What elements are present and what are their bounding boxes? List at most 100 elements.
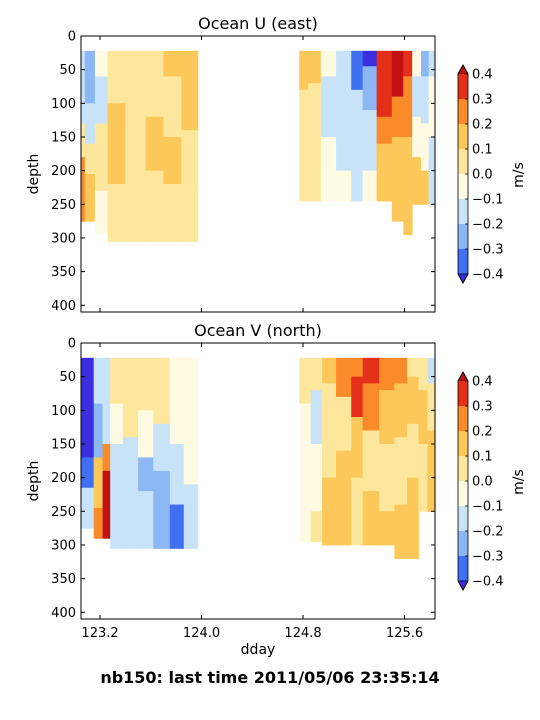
heatmap-cell (391, 136, 404, 185)
y-tick-label: 300 (51, 231, 76, 246)
colorbar-extend-max (457, 371, 469, 382)
heatmap-cell (181, 50, 199, 131)
heatmap-cell (84, 103, 96, 145)
colorbar-tick-label: −0.1 (472, 193, 504, 208)
x-axis-label-dday: dday (241, 642, 276, 658)
heatmap-cell (169, 357, 185, 445)
heatmap-cell (163, 76, 182, 138)
heatmap-cell (169, 443, 185, 506)
heatmap-cell (394, 357, 408, 384)
colorbar-segment (458, 74, 468, 99)
heatmap-cell (122, 390, 139, 438)
heatmap-cell (379, 390, 395, 445)
heatmap-ocean-v (81, 357, 436, 559)
heatmap-cell (418, 443, 428, 512)
heatmap-cell (169, 504, 185, 549)
heatmap-cell (421, 76, 430, 125)
colorbar-segment (458, 556, 468, 581)
heatmap-cell (125, 190, 147, 242)
y-tick-label: 150 (51, 130, 76, 145)
colorbar-tick-label: 0.3 (472, 93, 493, 108)
y-tick-label: 0 (68, 337, 76, 352)
heatmap-cell (308, 136, 322, 202)
heatmap-cell (299, 89, 309, 172)
heatmap-cell (102, 357, 111, 445)
heatmap-cell (428, 50, 436, 77)
heatmap-cell (122, 477, 139, 549)
heatmap-cell (421, 50, 430, 77)
heatmap-cell (163, 184, 182, 242)
heatmap-cell (81, 50, 86, 77)
heatmap-cell (183, 484, 199, 549)
heatmap-cell (322, 357, 337, 384)
y-axis-label-ocean-v: depth (26, 461, 42, 502)
heatmap-cell (394, 504, 408, 559)
heatmap-cell (138, 410, 154, 458)
heatmap-cell (336, 50, 352, 77)
heatmap-cell (362, 50, 378, 67)
colorbar-segment (458, 174, 468, 199)
heatmap-cell (376, 116, 393, 145)
y-tick-label: 50 (59, 63, 76, 78)
heatmap-cell (81, 487, 95, 529)
heatmap-cell (310, 511, 323, 543)
heatmap-cell (351, 376, 364, 418)
heatmap-cell (81, 123, 86, 158)
colorbar-segment (458, 531, 468, 556)
heatmap-cell (320, 76, 337, 138)
y-axis-ocean-v: 0 50 100 150 200 250 300 350 400 (51, 337, 435, 621)
x-tick-label: 123.2 (81, 626, 118, 641)
colorbar-tick-label: −0.3 (472, 550, 504, 565)
y-tick-label: 150 (51, 437, 76, 452)
heatmap-cell (320, 136, 337, 202)
heatmap-cell (362, 66, 378, 111)
heatmap-cell (299, 50, 309, 91)
heatmap-cell (418, 357, 428, 391)
heatmap-cell (421, 170, 430, 205)
colorbar-tick-label: 0.2 (472, 425, 493, 440)
figure-suptitle: nb150: last time 2011/05/06 23:35:14 (100, 668, 439, 687)
heatmap-cell (145, 170, 164, 212)
colorbar-extend-min (457, 273, 469, 284)
heatmap-cell (122, 437, 139, 479)
heatmap-cell (183, 357, 199, 418)
x-tick-label: 124.8 (284, 626, 321, 641)
heatmap-cell (336, 76, 352, 125)
y-tick-label: 350 (51, 265, 76, 280)
heatmap-cell (299, 511, 312, 543)
heatmap-cell (102, 470, 111, 539)
y-tick-label: 200 (51, 471, 76, 486)
heatmap-cell (153, 423, 171, 472)
colorbar-segment (458, 381, 468, 406)
colorbar-tick-label: 0.1 (472, 450, 493, 465)
y-tick-label: 100 (51, 404, 76, 419)
heatmap-cell (183, 417, 199, 485)
colorbar-ocean-u: 0.4 0.3 0.2 0.1 0.0 −0.1 −0.2 −0.3 −0.4 (457, 64, 504, 284)
heatmap-cell (81, 357, 95, 458)
heatmap-cell (407, 477, 420, 559)
colorbar-tick-label: −0.2 (472, 218, 504, 233)
heatmap-cell (181, 130, 199, 192)
colorbar-extend-min (457, 580, 469, 591)
y-tick-label: 350 (51, 572, 76, 587)
heatmap-cell (336, 396, 352, 452)
heatmap-cell (93, 507, 104, 539)
heatmap-cell (308, 50, 322, 84)
heatmap-cell (84, 143, 96, 175)
heatmap-cell (138, 457, 154, 492)
colorbar-tick-label: 0.4 (472, 375, 493, 390)
colorbar-segment (458, 224, 468, 249)
heatmap-cell (427, 357, 436, 384)
heatmap-cell (403, 50, 413, 77)
heatmap-cell (299, 357, 312, 405)
heatmap-cell (351, 417, 364, 479)
heatmap-cell (362, 383, 380, 432)
heatmap-cell (362, 430, 380, 492)
heatmap-cell (299, 170, 309, 202)
heatmap-cell (94, 76, 109, 125)
colorbar-segment (458, 199, 468, 224)
heatmap-cell (181, 190, 199, 242)
heatmap-cell (379, 511, 395, 546)
heatmap-cell (310, 357, 323, 391)
heatmap-cell (407, 376, 420, 425)
